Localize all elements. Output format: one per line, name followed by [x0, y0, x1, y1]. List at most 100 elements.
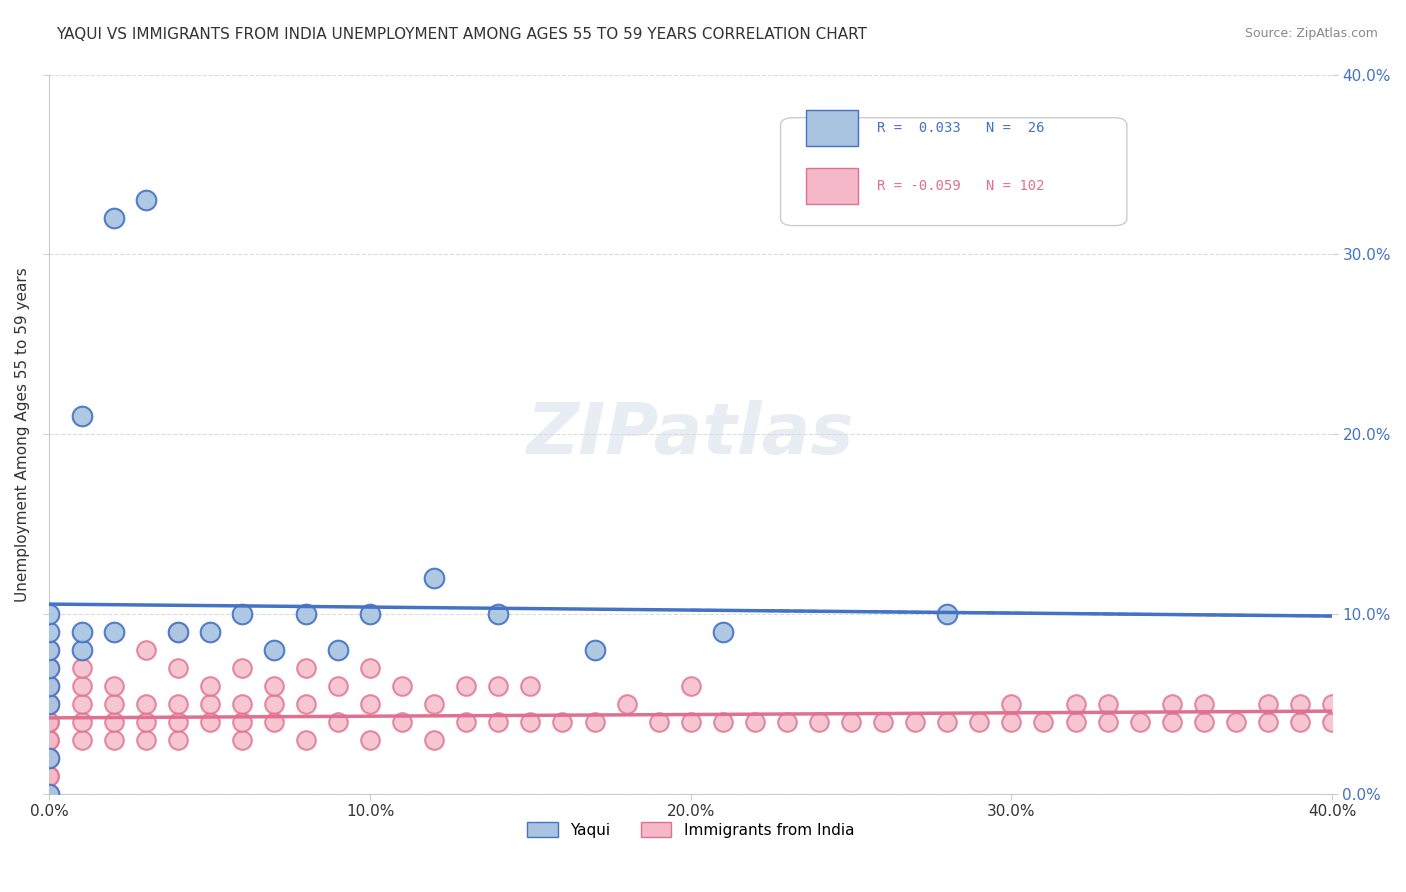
Text: R =  0.033   N =  26: R = 0.033 N = 26	[877, 121, 1045, 136]
Point	[38, 661, 60, 675]
Point	[70, 733, 93, 747]
Point	[486, 679, 509, 693]
Point	[70, 643, 93, 657]
Bar	[806, 111, 858, 146]
Point	[326, 714, 349, 729]
Point	[295, 733, 318, 747]
Point	[711, 714, 734, 729]
Point	[1225, 714, 1247, 729]
Point	[1257, 714, 1279, 729]
Point	[38, 714, 60, 729]
Point	[583, 714, 606, 729]
Point	[295, 607, 318, 621]
Point	[70, 679, 93, 693]
Point	[456, 714, 478, 729]
Point	[936, 607, 959, 621]
Point	[38, 679, 60, 693]
Point	[38, 697, 60, 711]
Point	[103, 211, 125, 226]
Point	[679, 714, 702, 729]
Text: YAQUI VS IMMIGRANTS FROM INDIA UNEMPLOYMENT AMONG AGES 55 TO 59 YEARS CORRELATIO: YAQUI VS IMMIGRANTS FROM INDIA UNEMPLOYM…	[56, 27, 868, 42]
Point	[519, 714, 541, 729]
Point	[486, 607, 509, 621]
Point	[38, 697, 60, 711]
Point	[38, 697, 60, 711]
Point	[38, 751, 60, 765]
Point	[295, 661, 318, 675]
Point	[263, 714, 285, 729]
Point	[198, 625, 221, 640]
Point	[391, 679, 413, 693]
Point	[1192, 697, 1215, 711]
Point	[263, 679, 285, 693]
Point	[231, 733, 253, 747]
Point	[711, 625, 734, 640]
Point	[1032, 714, 1054, 729]
Point	[38, 679, 60, 693]
Point	[38, 787, 60, 801]
Point	[38, 787, 60, 801]
Point	[135, 643, 157, 657]
Point	[295, 697, 318, 711]
Point	[263, 697, 285, 711]
Point	[166, 714, 188, 729]
Point	[326, 643, 349, 657]
Point	[231, 661, 253, 675]
Point	[166, 697, 188, 711]
Point	[616, 697, 638, 711]
Point	[423, 571, 446, 585]
Point	[583, 643, 606, 657]
Point	[38, 769, 60, 783]
Point	[1000, 697, 1022, 711]
Point	[1160, 697, 1182, 711]
Point	[1289, 697, 1312, 711]
Point	[70, 714, 93, 729]
Point	[166, 661, 188, 675]
Point	[38, 679, 60, 693]
Point	[135, 194, 157, 208]
Y-axis label: Unemployment Among Ages 55 to 59 years: Unemployment Among Ages 55 to 59 years	[15, 267, 30, 601]
Point	[1097, 714, 1119, 729]
Point	[969, 714, 991, 729]
Legend: Yaqui, Immigrants from India: Yaqui, Immigrants from India	[522, 815, 860, 844]
Point	[486, 714, 509, 729]
Point	[38, 733, 60, 747]
Point	[1192, 714, 1215, 729]
Point	[135, 714, 157, 729]
Point	[808, 714, 831, 729]
Point	[1129, 714, 1152, 729]
Point	[70, 409, 93, 424]
Point	[359, 661, 381, 675]
Point	[776, 714, 799, 729]
Point	[38, 733, 60, 747]
Text: ZIPatlas: ZIPatlas	[527, 400, 855, 469]
Point	[1320, 714, 1343, 729]
Point	[647, 714, 669, 729]
Point	[1289, 714, 1312, 729]
Point	[103, 625, 125, 640]
Point	[38, 787, 60, 801]
Point	[744, 714, 766, 729]
Point	[198, 697, 221, 711]
Point	[198, 714, 221, 729]
Point	[423, 733, 446, 747]
Point	[839, 714, 862, 729]
Point	[70, 697, 93, 711]
Point	[166, 733, 188, 747]
Bar	[806, 168, 858, 204]
Point	[679, 679, 702, 693]
Point	[1064, 714, 1087, 729]
Point	[38, 787, 60, 801]
Point	[936, 714, 959, 729]
Point	[198, 679, 221, 693]
Point	[231, 607, 253, 621]
Point	[38, 607, 60, 621]
Point	[231, 714, 253, 729]
Text: R = -0.059   N = 102: R = -0.059 N = 102	[877, 179, 1045, 193]
Text: Source: ZipAtlas.com: Source: ZipAtlas.com	[1244, 27, 1378, 40]
Point	[38, 643, 60, 657]
Point	[38, 714, 60, 729]
Point	[359, 733, 381, 747]
Point	[1320, 697, 1343, 711]
Point	[1064, 697, 1087, 711]
